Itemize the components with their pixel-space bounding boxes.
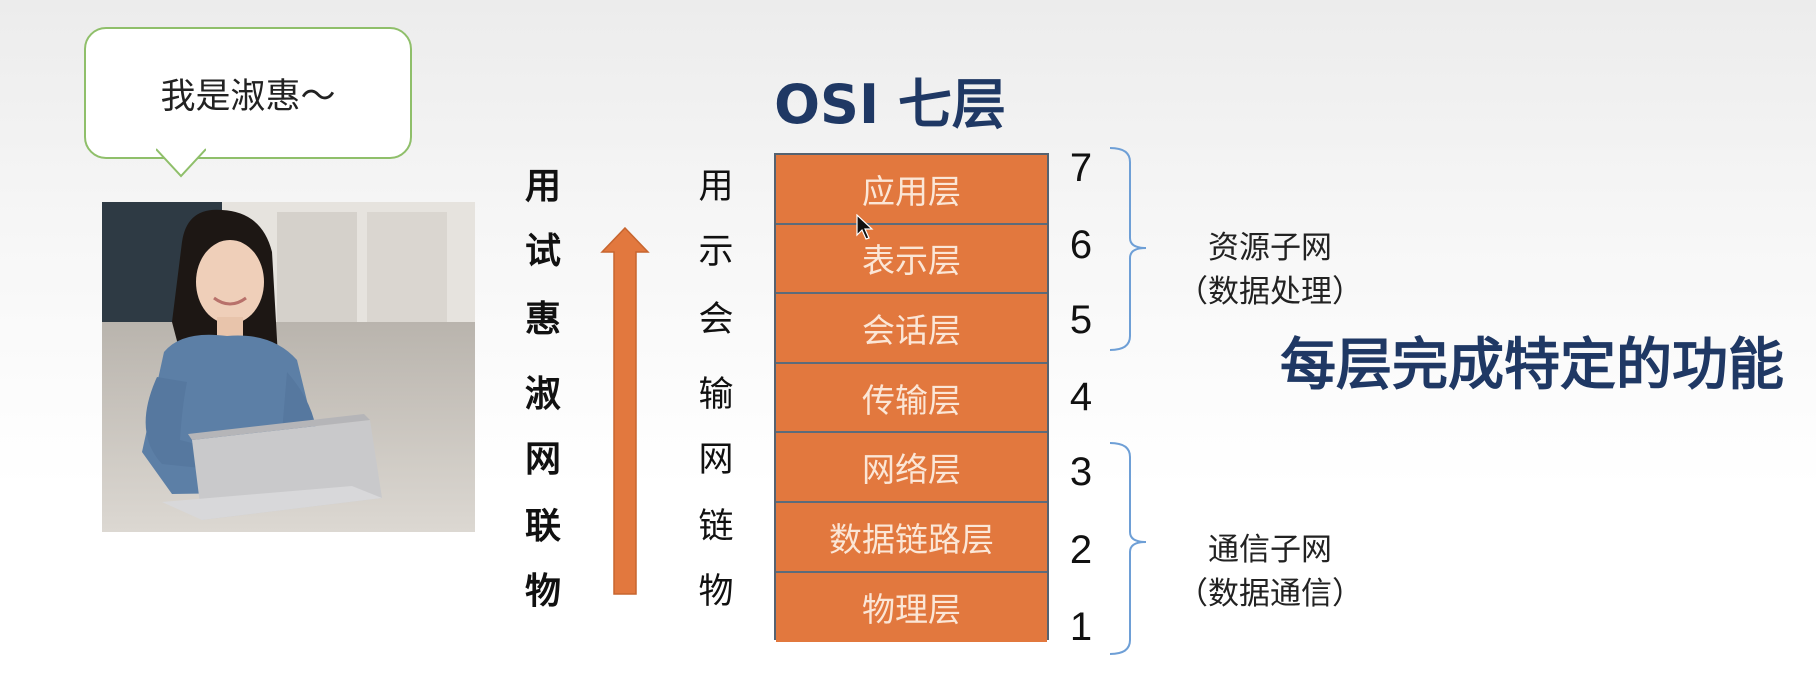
- communication-subnet-name: 通信子网: [1208, 532, 1332, 568]
- layer-abbrev-char: 网: [698, 440, 734, 480]
- mnemonic-char: 惠: [524, 299, 561, 340]
- osi-layer-stack: 应用层 表示层 会话层 传输层 网络层 数据链路层 物理层: [774, 153, 1049, 643]
- mnemonic-char: 物: [524, 571, 561, 612]
- layer-number: 1: [1069, 605, 1093, 649]
- layer-number: 6: [1069, 223, 1093, 267]
- mnemonic-char: 试: [524, 231, 561, 272]
- speech-bubble-text: 我是淑惠～: [160, 76, 336, 117]
- layer-number: 4: [1069, 375, 1093, 419]
- resource-subnet-name: 资源子网: [1208, 230, 1332, 266]
- resource-subnet-brace: [1109, 147, 1147, 351]
- woman-with-laptop-photo: [102, 202, 475, 532]
- diagram-title: OSI 七层: [774, 73, 1006, 136]
- layer-abbrev-char: 输: [698, 375, 734, 415]
- layer-application: 应用层: [776, 155, 1047, 225]
- layer-number: 5: [1069, 298, 1093, 342]
- layer-network: 网络层: [776, 433, 1047, 503]
- layer-number: 2: [1069, 528, 1093, 572]
- mnemonic-char: 网: [524, 439, 561, 480]
- layer-abbrev-char: 会: [698, 300, 734, 340]
- upward-arrow: [600, 226, 650, 595]
- summary-text: 每层完成特定的功能: [1280, 333, 1784, 398]
- layer-session: 会话层: [776, 294, 1047, 364]
- layer-transport: 传输层: [776, 363, 1047, 434]
- speech-bubble-tail: [156, 148, 206, 178]
- layer-abbrev-char: 链: [698, 507, 734, 547]
- speech-bubble: 我是淑惠～: [84, 27, 412, 159]
- resource-subnet-desc: （数据处理）: [1177, 274, 1363, 310]
- communication-subnet-desc: （数据通信）: [1177, 576, 1363, 612]
- layer-presentation: 表示层: [776, 224, 1047, 295]
- communication-subnet-label: 通信子网 （数据通信）: [1140, 528, 1400, 616]
- layer-abbrev-char: 用: [698, 167, 734, 207]
- layer-number: 7: [1069, 146, 1093, 190]
- communication-subnet-brace: [1109, 442, 1147, 655]
- layer-number: 3: [1069, 450, 1093, 494]
- layer-abbrev-char: 物: [698, 572, 734, 612]
- mouse-cursor-icon: [856, 214, 874, 240]
- mnemonic-char: 用: [524, 166, 561, 207]
- mnemonic-char: 联: [524, 506, 561, 547]
- mnemonic-char: 淑: [524, 374, 561, 415]
- layer-physical: 物理层: [776, 572, 1047, 643]
- group-braces: [1109, 147, 1147, 655]
- resource-subnet-label: 资源子网 （数据处理）: [1140, 226, 1400, 314]
- layer-data-link: 数据链路层: [776, 502, 1047, 573]
- layer-abbrev-char: 示: [698, 232, 734, 272]
